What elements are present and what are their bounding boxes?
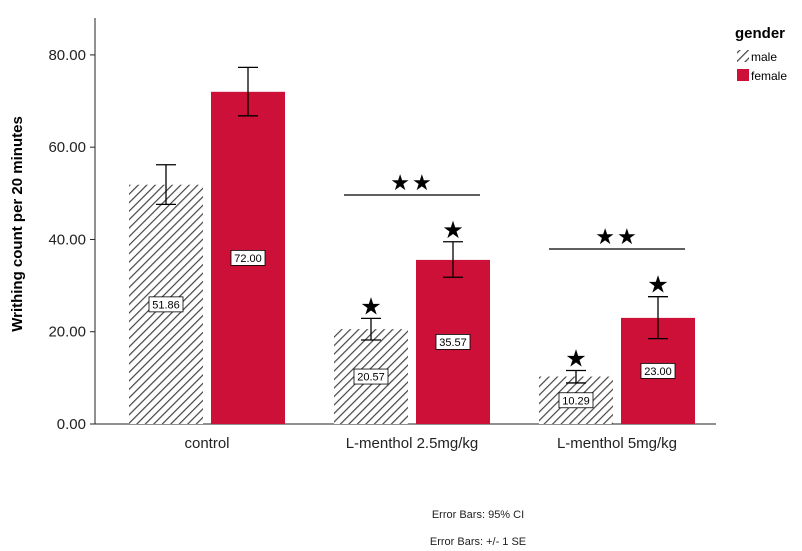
data-label-female: 72.00 (234, 253, 262, 265)
y-tick-label: 60.00 (48, 139, 86, 156)
data-label-box (558, 392, 594, 409)
bars (129, 91, 695, 425)
data-label-box (435, 334, 471, 350)
legend-swatch-female (737, 69, 749, 81)
data-label-box (640, 363, 676, 379)
significance-star: ★ (442, 216, 464, 244)
data-label-male: 10.29 (562, 395, 590, 407)
y-tick-label: 0.00 (57, 416, 86, 433)
x-category-label: L-menthol 2.5mg/kg (346, 435, 479, 452)
significance-double-star: ★★ (595, 225, 638, 250)
data-label-male: 51.86 (152, 299, 180, 311)
y-tick-label: 40.00 (48, 231, 86, 248)
significance-star: ★ (565, 344, 587, 372)
significance-marks: ★★★★★★★★ (344, 171, 685, 372)
y-tick-label: 80.00 (48, 47, 86, 64)
data-label-box (230, 250, 266, 266)
footnote-ci: Error Bars: 95% CI (432, 509, 524, 521)
data-label-box (353, 368, 389, 385)
legend-title: gender (735, 25, 785, 42)
error-bars (156, 66, 668, 384)
legend-label-male: male (751, 50, 777, 64)
legend-swatch-male (737, 50, 749, 62)
footnote-se: Error Bars: +/- 1 SE (430, 536, 526, 548)
y-axis-label: Writhing count per 20 minutes (9, 116, 26, 332)
legend: gender male female (735, 25, 787, 83)
significance-star: ★ (647, 271, 669, 299)
y-ticks: 0.00 20.00 40.00 60.00 80.00 (48, 47, 95, 433)
data-label-male: 20.57 (357, 372, 385, 384)
significance-double-star: ★★ (390, 171, 433, 196)
x-category-label: control (184, 435, 229, 452)
data-label-female: 23.00 (644, 366, 672, 378)
data-labels: 51.86 72.00 20.57 35.57 10.29 23.00 (148, 250, 676, 409)
x-category-labels: control L-menthol 2.5mg/kg L-menthol 5mg/k… (184, 435, 677, 452)
data-label-box (148, 296, 184, 313)
legend-label-female: female (751, 69, 787, 83)
significance-star: ★ (360, 292, 382, 320)
x-category-label: L-menthol 5mg/kg (557, 435, 677, 452)
y-tick-label: 20.00 (48, 324, 86, 341)
data-label-female: 35.57 (439, 337, 467, 349)
